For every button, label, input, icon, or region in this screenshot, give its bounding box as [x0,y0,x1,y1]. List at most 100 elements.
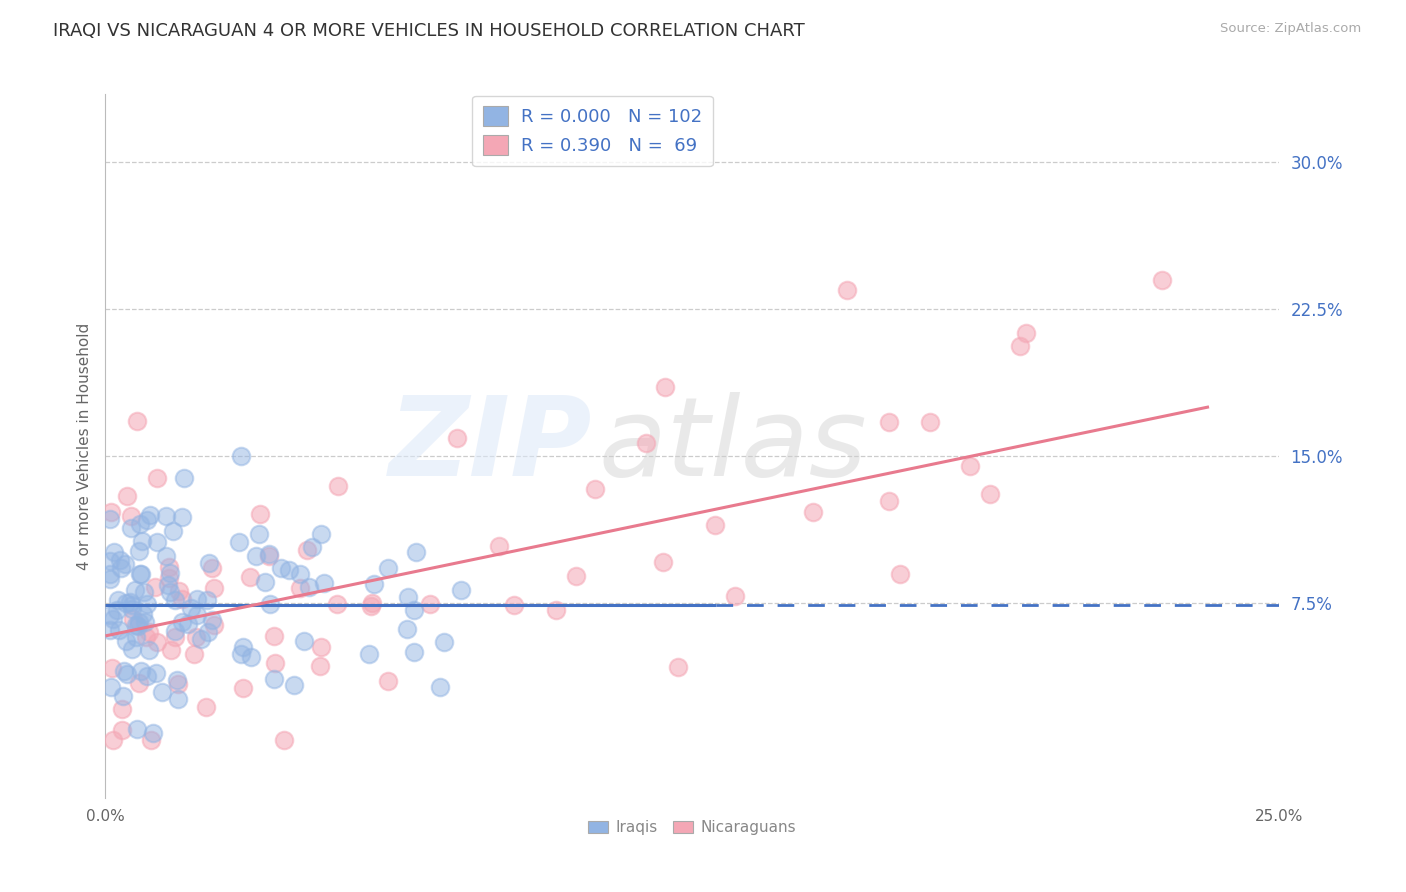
Point [1010,339,1032,353]
Point [136,597,159,611]
Point [201,561,224,575]
Point [165,624,187,639]
Point [122,612,145,626]
Point [150,685,173,699]
Point [197,624,219,639]
Point [239,570,262,584]
Point [959,458,981,473]
Point [111,723,134,738]
Point [257,547,280,561]
Point [115,489,138,503]
Point [114,558,136,572]
Point [103,545,125,559]
Point [232,681,254,695]
Point [160,643,183,657]
Point [228,535,250,549]
Point [155,549,177,564]
Point [240,649,263,664]
Point [183,648,205,662]
Point [159,584,181,599]
Point [298,581,321,595]
Point [433,635,456,649]
Point [98,553,121,567]
Point [156,578,179,592]
Point [877,494,900,508]
Point [450,583,472,598]
Point [120,521,142,535]
Point [125,722,148,736]
Point [145,666,167,681]
Point [167,677,190,691]
Point [162,524,184,539]
Point [129,516,152,531]
Point [134,615,156,630]
Point [257,549,280,564]
Point [146,535,169,549]
Point [165,630,187,644]
Point [100,680,122,694]
Point [202,617,225,632]
Point [194,700,217,714]
Point [270,560,292,574]
Point [259,598,281,612]
Point [121,598,143,612]
Point [396,622,419,636]
Point [165,593,187,607]
Point [245,549,267,563]
Point [263,672,285,686]
Point [309,659,332,673]
Point [170,509,193,524]
Point [360,599,382,613]
Point [134,585,156,599]
Point [112,689,135,703]
Point [186,592,208,607]
Point [583,482,606,496]
Point [98,572,121,586]
Y-axis label: 4 or more Vehicles in Household: 4 or more Vehicles in Household [76,322,91,570]
Point [326,479,349,493]
Point [124,630,146,644]
Point [103,732,125,747]
Point [98,511,121,525]
Point [186,608,208,623]
Point [292,634,315,648]
Point [125,618,148,632]
Point [396,591,419,605]
Point [128,676,150,690]
Point [634,435,657,450]
Point [254,574,277,589]
Legend: Iraqis, Nicaraguans: Iraqis, Nicaraguans [582,814,803,841]
Point [146,471,169,485]
Point [167,692,190,706]
Point [128,544,150,558]
Point [877,415,900,429]
Point [166,673,188,687]
Text: IRAQI VS NICARAGUAN 4 OR MORE VEHICLES IN HOUSEHOLD CORRELATION CHART: IRAQI VS NICARAGUAN 4 OR MORE VEHICLES I… [53,22,806,40]
Point [145,635,167,649]
Point [277,563,299,577]
Point [652,555,675,569]
Point [201,613,224,627]
Point [173,471,195,485]
Point [309,527,332,541]
Point [1014,326,1036,340]
Point [108,623,131,637]
Point [118,595,141,609]
Point [157,571,180,585]
Point [309,640,332,654]
Point [111,702,134,716]
Point [135,630,157,644]
Point [666,659,689,673]
Point [404,602,426,616]
Point [120,509,142,524]
Point [136,513,159,527]
Point [145,580,167,594]
Point [503,598,526,612]
Point [283,678,305,692]
Point [264,656,287,670]
Point [565,569,588,583]
Point [404,646,426,660]
Point [107,592,129,607]
Point [131,567,153,582]
Point [112,664,135,678]
